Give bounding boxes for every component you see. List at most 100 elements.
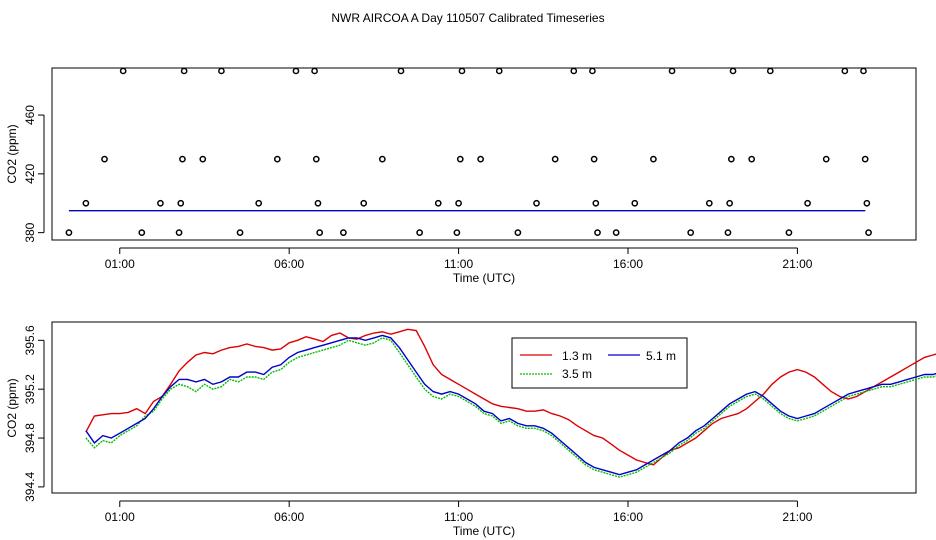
top-x-axis-label: Time (UTC)	[453, 271, 515, 285]
bottom-y-tick-label: 394.8	[23, 423, 37, 453]
data-point	[590, 155, 598, 163]
legend-label-2: 3.5 m	[562, 367, 592, 381]
bottom-x-tick-label: 11:00	[444, 510, 473, 524]
bottom-x-tick-label: 01:00	[105, 510, 135, 524]
top-y-axis-label: CO2 (ppm)	[5, 124, 19, 183]
legend-box	[511, 337, 688, 389]
data-point	[724, 229, 732, 236]
data-point	[434, 199, 442, 207]
data-point	[533, 199, 540, 207]
data-point	[199, 155, 207, 163]
legend: 1.3 m 5.1 m 3.5 m	[511, 337, 688, 389]
data-point	[841, 67, 849, 75]
bottom-x-axis: 01:00 06:00 11:00 16:00 21:00	[105, 500, 813, 524]
data-point	[589, 67, 596, 75]
top-plot-frame	[51, 67, 917, 241]
bottom-plot-frame	[51, 321, 917, 494]
top-x-tick-label: 06:00	[274, 257, 304, 271]
bottom-x-tick-label: 16:00	[613, 510, 643, 524]
data-point	[255, 199, 263, 207]
data-point	[340, 229, 347, 236]
top-y-axis: 380 420 460	[23, 105, 45, 243]
data-point	[727, 155, 735, 163]
data-point	[729, 67, 737, 75]
data-point	[65, 229, 73, 236]
data-point	[314, 199, 322, 207]
data-point	[477, 155, 484, 163]
data-point	[592, 199, 600, 207]
data-point	[865, 229, 872, 236]
data-point	[726, 199, 733, 207]
data-point	[687, 229, 695, 236]
top-y-tick-label: 420	[23, 164, 37, 184]
bottom-panel: 01:00 06:00 11:00 16:00 21:00 394.4 394.8 395.…	[5, 321, 936, 538]
data-point	[453, 229, 461, 236]
data-point	[138, 229, 146, 236]
data-point	[360, 199, 368, 207]
data-point	[705, 199, 713, 207]
series-line-2	[85, 337, 936, 478]
bottom-y-axis: 394.4 394.8 395.2 395.6	[23, 325, 45, 502]
data-point	[397, 67, 405, 75]
data-point	[101, 155, 108, 163]
data-point	[860, 67, 867, 75]
legend-label-1: 1.3 m	[562, 349, 592, 363]
bottom-series-layer	[85, 328, 936, 478]
data-point	[456, 155, 464, 163]
data-point	[861, 155, 869, 163]
data-point	[863, 199, 871, 207]
data-point	[179, 155, 186, 163]
data-point	[804, 199, 811, 207]
data-point	[766, 67, 774, 75]
data-point	[612, 229, 620, 236]
series-line-1	[85, 328, 936, 466]
top-x-tick-label: 16:00	[613, 257, 643, 271]
top-x-axis: 01:00 06:00 11:00 16:00 21:00	[105, 247, 813, 271]
bottom-y-tick-label: 395.6	[23, 325, 37, 355]
data-point	[594, 229, 601, 236]
data-point	[119, 67, 127, 75]
data-point	[218, 67, 225, 75]
data-point	[495, 67, 503, 75]
data-point	[514, 229, 522, 236]
data-point	[570, 67, 578, 75]
top-panel: 01:00 06:00 11:00 16:00 21:00 380 420 460 Time…	[5, 67, 917, 285]
data-point	[273, 155, 281, 163]
data-point	[668, 67, 676, 75]
data-point	[748, 155, 756, 163]
bottom-y-axis-label: CO2 (ppm)	[5, 378, 19, 437]
bottom-x-tick-label: 06:00	[274, 510, 304, 524]
data-point	[650, 155, 657, 163]
data-point	[316, 229, 324, 236]
top-y-tick-label: 380	[23, 222, 37, 242]
data-point	[455, 199, 462, 207]
data-point	[236, 229, 244, 236]
top-y-tick-label: 460	[23, 105, 37, 125]
bottom-x-tick-label: 21:00	[782, 510, 812, 524]
data-point	[416, 229, 423, 236]
data-point	[82, 199, 90, 207]
bottom-y-tick-label: 394.4	[23, 472, 37, 502]
data-point	[551, 155, 559, 163]
top-x-tick-label: 11:00	[444, 257, 473, 271]
bottom-y-tick-label: 395.2	[23, 374, 37, 404]
data-point	[312, 155, 320, 163]
data-point	[292, 67, 300, 75]
top-x-tick-label: 21:00	[782, 257, 812, 271]
data-point	[175, 229, 183, 236]
chart-title: NWR AIRCOA A Day 110507 Calibrated Times…	[331, 11, 604, 25]
top-x-tick-label: 01:00	[105, 257, 135, 271]
top-points-layer	[65, 67, 872, 236]
data-point	[785, 229, 793, 236]
data-point	[822, 155, 830, 163]
data-point	[157, 199, 164, 207]
bottom-x-axis-label: Time (UTC)	[453, 524, 515, 538]
series-line-3	[85, 334, 936, 476]
data-point	[180, 67, 188, 75]
data-point	[458, 67, 466, 75]
data-point	[311, 67, 318, 75]
data-point	[631, 199, 639, 207]
data-point	[379, 155, 386, 163]
data-point	[177, 199, 185, 207]
